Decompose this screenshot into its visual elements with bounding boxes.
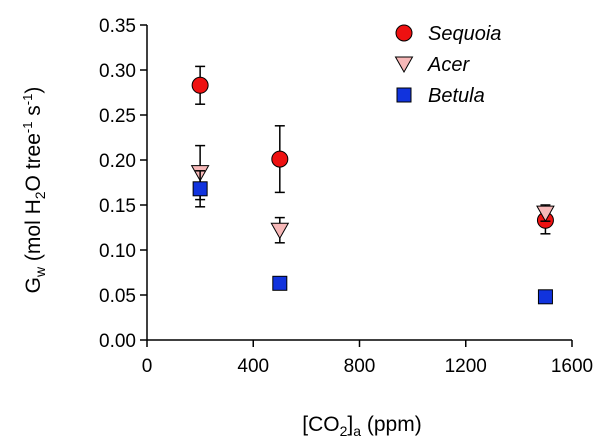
betula-point xyxy=(537,289,553,305)
y-tick-label: 0.20 xyxy=(99,151,136,172)
y-tick-label: 0.10 xyxy=(99,241,136,262)
x-axis-ticks: 0 400 800 1200 1600 xyxy=(142,340,593,377)
data-points xyxy=(190,65,555,305)
x-tick-label: 800 xyxy=(344,356,376,377)
legend-marker-sequoia xyxy=(395,24,413,42)
legend-label-sequoia: Sequoia xyxy=(428,23,501,45)
x-tick-label: 1200 xyxy=(445,356,487,377)
legend: Sequoia Acer Betula xyxy=(394,23,501,107)
sequoia-point xyxy=(191,76,209,94)
plot-frame xyxy=(146,25,572,341)
y-tick-label: 0.00 xyxy=(99,331,136,352)
series-acer xyxy=(190,144,555,244)
acer-point xyxy=(536,205,555,223)
y-tick-label: 0.30 xyxy=(99,61,136,82)
x-axis-label: [CO2]a (ppm) xyxy=(302,413,421,439)
series-sequoia xyxy=(191,65,554,235)
y-tick-label: 0.35 xyxy=(99,16,136,37)
legend-label-betula: Betula xyxy=(428,85,485,107)
y-axis-ticks: 0.00 0.05 0.10 0.15 0.20 0.25 0.30 0.35 xyxy=(99,16,147,352)
betula-point xyxy=(272,275,288,291)
y-tick-label: 0.25 xyxy=(99,106,136,127)
betula-point xyxy=(192,181,208,197)
y-tick-label: 0.15 xyxy=(99,196,136,217)
legend-label-acer: Acer xyxy=(427,54,470,76)
x-tick-label: 400 xyxy=(237,356,269,377)
legend-marker-betula xyxy=(396,87,412,103)
acer-point xyxy=(270,222,290,240)
x-tick-label: 1600 xyxy=(551,356,593,377)
y-axis-label: Gw (mol H2O tree-1 s-1) xyxy=(20,87,48,294)
sequoia-point xyxy=(271,150,289,168)
series-betula xyxy=(192,170,553,305)
x-tick-label: 0 xyxy=(142,356,153,377)
y-tick-label: 0.05 xyxy=(99,286,136,307)
legend-marker-acer xyxy=(394,56,414,74)
